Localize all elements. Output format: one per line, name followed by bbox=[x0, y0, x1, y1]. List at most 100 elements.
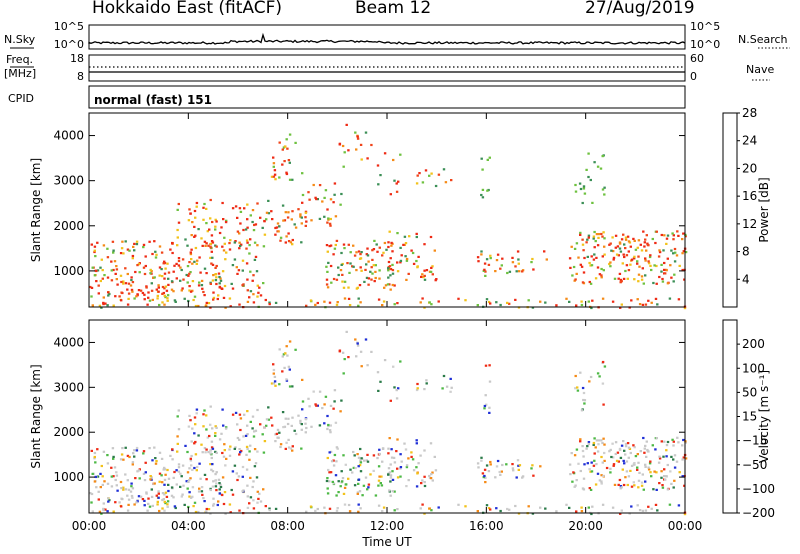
power-cell bbox=[195, 205, 198, 208]
velocity-cell bbox=[626, 442, 630, 445]
velocity-cell bbox=[595, 463, 598, 466]
power-cell bbox=[176, 236, 179, 239]
velocity-cell bbox=[683, 484, 686, 487]
velocity-cell bbox=[661, 486, 665, 489]
power-cell bbox=[545, 258, 548, 261]
power-cell bbox=[393, 303, 396, 306]
velocity-cell bbox=[241, 490, 244, 493]
velocity-cell bbox=[259, 500, 263, 503]
velocity-cell bbox=[359, 447, 362, 451]
power-cell bbox=[102, 296, 105, 299]
velocity-cell bbox=[267, 418, 271, 421]
velocity-cell bbox=[666, 488, 670, 491]
power-cell bbox=[107, 291, 110, 294]
velocity-cell bbox=[484, 476, 487, 479]
velocity-cell bbox=[351, 471, 354, 474]
velocity-cell bbox=[301, 378, 304, 381]
velocity-cell bbox=[158, 472, 162, 475]
velocity-cell bbox=[249, 444, 252, 447]
power-cell bbox=[407, 272, 410, 275]
power-cell bbox=[325, 244, 329, 247]
power-cell bbox=[259, 216, 262, 219]
velocity-cell bbox=[314, 403, 317, 406]
power-cell bbox=[187, 219, 191, 222]
velocity-cell bbox=[274, 433, 277, 436]
cpid-strip-frame bbox=[88, 85, 686, 109]
power-cell bbox=[663, 268, 666, 271]
power-cell bbox=[587, 300, 590, 303]
power-cell bbox=[373, 280, 376, 283]
power-cell bbox=[423, 269, 426, 272]
velocity-cell bbox=[231, 493, 235, 496]
velocity-cell bbox=[672, 444, 675, 447]
velocity-cell bbox=[166, 468, 169, 472]
power-cell bbox=[682, 232, 685, 235]
velocity-cell bbox=[124, 473, 127, 476]
power-cell bbox=[104, 302, 107, 305]
velocity-cell bbox=[359, 461, 363, 464]
velocity-cell bbox=[353, 484, 357, 487]
power-cell bbox=[222, 249, 226, 252]
power-cell bbox=[632, 237, 635, 240]
velocity-cell bbox=[480, 456, 483, 459]
power-cell bbox=[205, 222, 208, 225]
velocity-cell bbox=[97, 498, 100, 501]
power-cell bbox=[341, 273, 344, 276]
power-cell bbox=[240, 243, 243, 246]
velocity-cell bbox=[483, 404, 487, 408]
power-cell bbox=[379, 174, 382, 177]
velocity-cell bbox=[601, 382, 605, 385]
power-cell bbox=[647, 299, 650, 302]
power-cell bbox=[268, 303, 271, 306]
velocity-cell bbox=[521, 475, 525, 478]
power-cell bbox=[180, 289, 183, 292]
velocity-cell bbox=[352, 466, 355, 469]
power-cell bbox=[189, 251, 192, 254]
velocity-cell bbox=[133, 455, 136, 458]
velocity-cell bbox=[580, 506, 583, 509]
power-cell bbox=[640, 275, 644, 278]
velocity-cell bbox=[203, 500, 206, 503]
velocity-cell bbox=[127, 488, 131, 491]
velocity-cell bbox=[603, 459, 606, 462]
power-cell bbox=[636, 246, 639, 249]
power-cell bbox=[387, 260, 391, 264]
velocity-cell bbox=[600, 439, 603, 442]
velocity-cell bbox=[114, 501, 117, 504]
velocity-cell bbox=[650, 507, 653, 510]
velocity-cell bbox=[112, 510, 115, 513]
velocity-cell bbox=[121, 447, 124, 450]
power-cell bbox=[618, 247, 622, 250]
velocity-cell bbox=[445, 385, 449, 388]
velocity-cell bbox=[342, 454, 345, 457]
velocity-cell bbox=[282, 426, 285, 429]
power-cell bbox=[681, 268, 684, 272]
velocity-cell bbox=[229, 511, 232, 514]
velocity-cell bbox=[187, 425, 191, 428]
power-cell bbox=[277, 230, 280, 233]
power-cell bbox=[251, 279, 254, 282]
power-cell bbox=[365, 276, 369, 279]
velocity-cell bbox=[377, 484, 380, 487]
power-cell bbox=[521, 270, 524, 273]
power-cell bbox=[585, 241, 588, 244]
velocity-cell bbox=[658, 482, 661, 485]
power-cell bbox=[648, 255, 652, 259]
power-cell bbox=[188, 261, 191, 264]
power-cell bbox=[103, 274, 106, 277]
power-cell bbox=[163, 287, 166, 290]
velocity-cell bbox=[186, 487, 189, 490]
velocity-cell bbox=[602, 437, 605, 440]
power-cell bbox=[158, 245, 162, 248]
velocity-cell bbox=[158, 451, 162, 454]
velocity-cell bbox=[603, 451, 606, 455]
velocity-cell bbox=[618, 478, 622, 482]
power-cell bbox=[358, 284, 362, 287]
power-cell bbox=[201, 287, 204, 290]
velocity-cell bbox=[163, 493, 166, 496]
velocity-xlabel: Time UT bbox=[361, 535, 412, 549]
power-cell bbox=[223, 284, 227, 288]
power-cell bbox=[415, 259, 418, 263]
velocity-cell bbox=[210, 446, 214, 449]
